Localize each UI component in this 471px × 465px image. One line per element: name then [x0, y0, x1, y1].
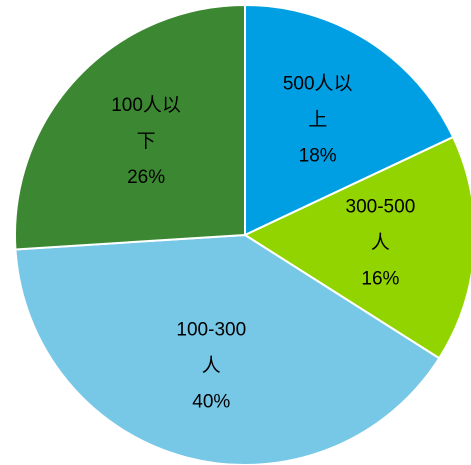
- slice-0-category-label: 500人以: [283, 72, 353, 94]
- pie-slice-0: [244, 3, 455, 237]
- slice-2-category-label: 100-300: [176, 319, 246, 340]
- pie-slice-3: [14, 3, 246, 251]
- slice-2-category-label: 人: [202, 354, 221, 376]
- slice-1-percent-label: 16%: [361, 269, 399, 290]
- slice-1-category-label: 300-500: [346, 197, 416, 218]
- slice-1-category-label: 人: [371, 232, 390, 254]
- slice-3-category-label: 下: [137, 131, 156, 152]
- slice-0-category-label: 上: [308, 108, 327, 130]
- slice-0-percent-label: 18%: [299, 145, 337, 166]
- slice-3-percent-label: 26%: [127, 167, 165, 188]
- slice-3-category-label: 100人以: [111, 94, 181, 116]
- slice-2-percent-label: 40%: [192, 391, 230, 412]
- pie-slice-2: [14, 233, 441, 465]
- pie-slice-1: [242, 135, 471, 360]
